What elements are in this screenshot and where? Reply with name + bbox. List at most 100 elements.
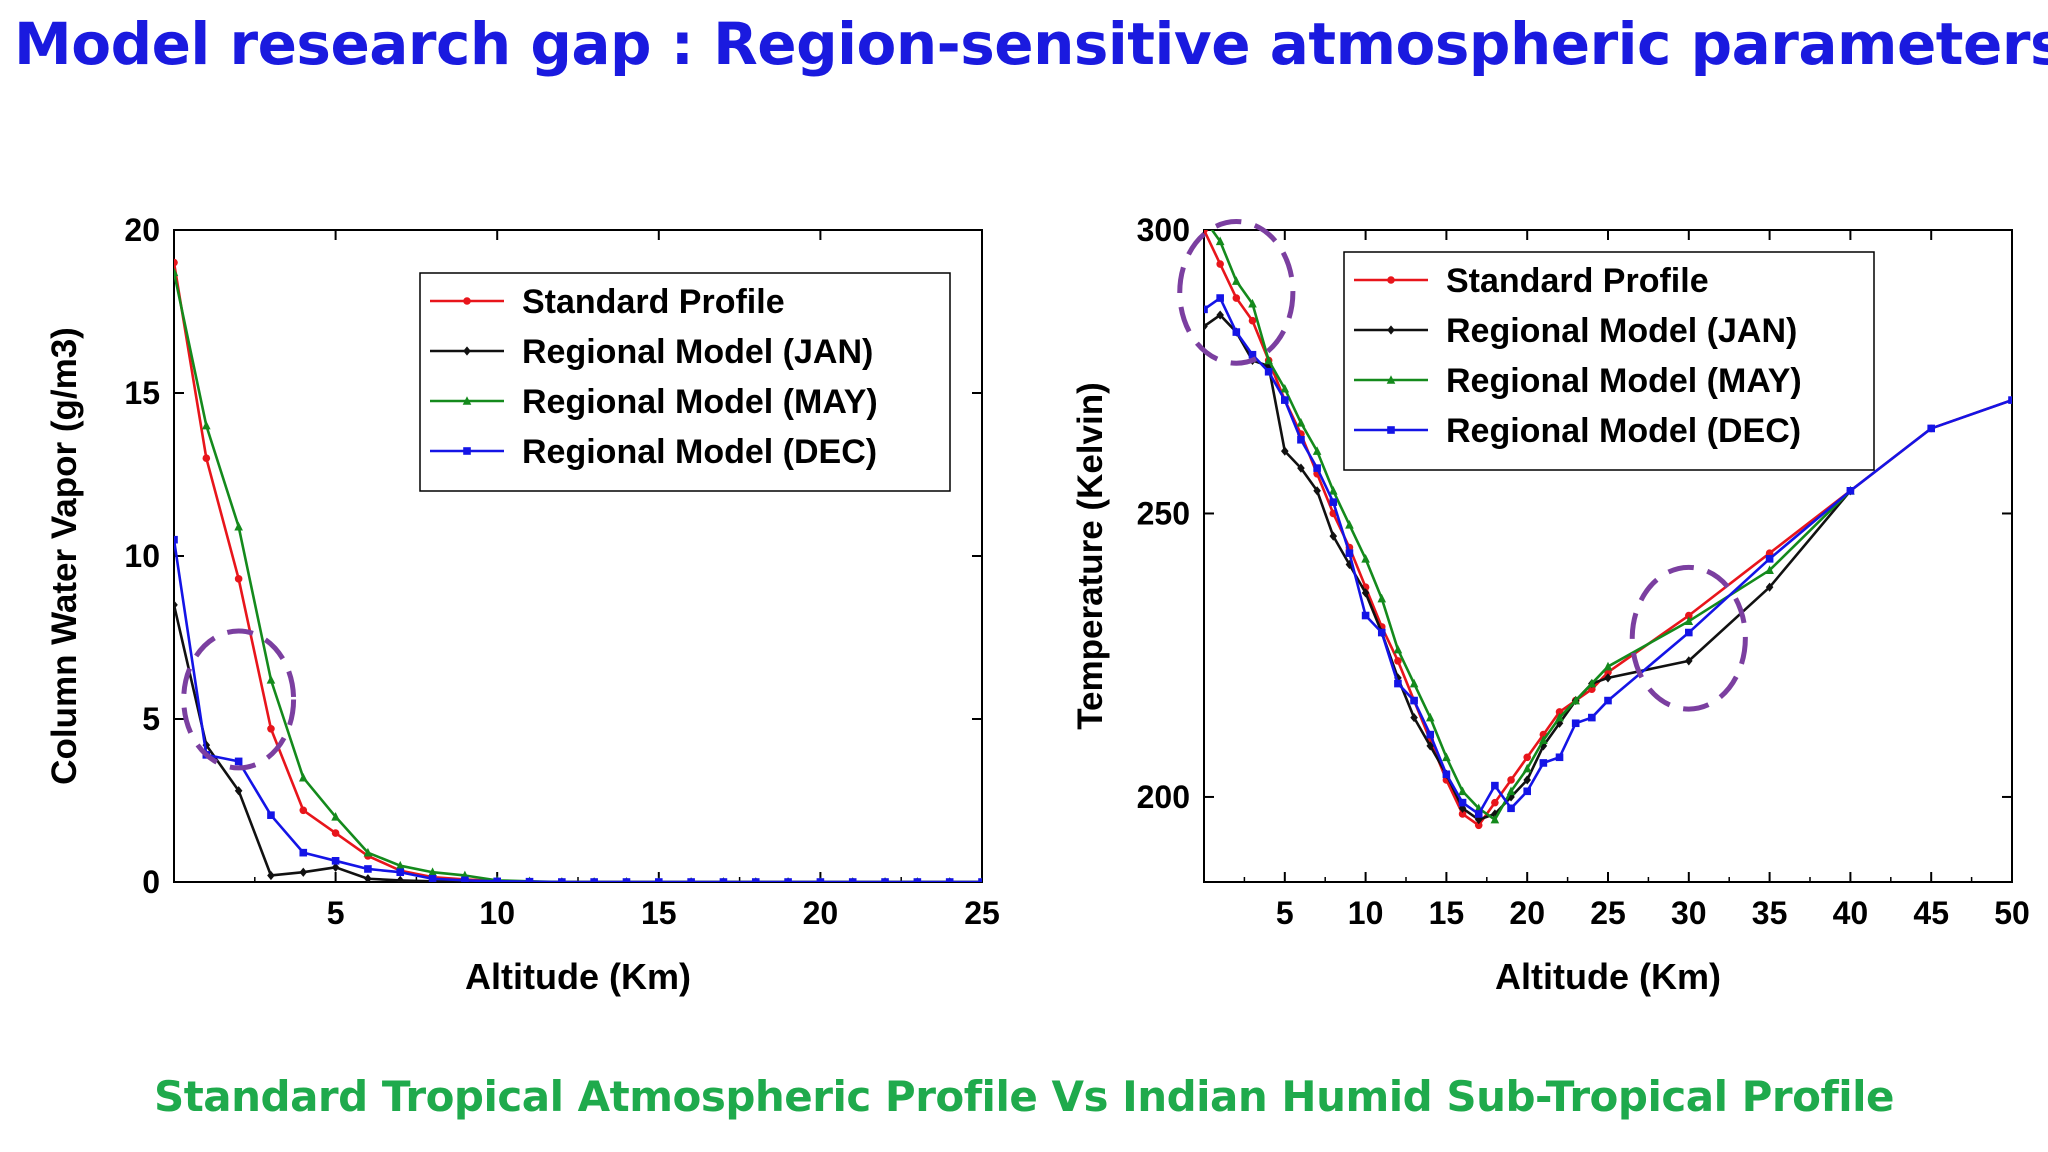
data-point — [1539, 759, 1548, 767]
data-point — [1685, 656, 1693, 666]
legend-marker — [462, 396, 472, 405]
plot-area — [174, 258, 982, 882]
slide-title: Model research gap : Region-sensitive at… — [14, 10, 2048, 78]
data-point — [234, 575, 243, 583]
legend-marker — [1387, 325, 1395, 335]
data-point — [1555, 712, 1564, 722]
y-tick-label: 300 — [1137, 212, 1190, 248]
legend: Standard Profile Regional Model (JAN) Regi… — [1343, 251, 1875, 471]
data-point — [1204, 230, 1208, 234]
legend-item-regional-model-dec: Regional Model (DEC) — [1354, 412, 1801, 450]
data-point — [1394, 657, 1402, 665]
data-point — [1313, 486, 1321, 496]
data-point — [1474, 810, 1483, 818]
y-tick-label: 250 — [1137, 495, 1190, 531]
legend-label: Regional Model (MAY) — [522, 383, 878, 421]
highlight-ellipse — [181, 628, 297, 771]
x-tick-label: 35 — [1752, 895, 1788, 931]
data-point — [267, 870, 275, 881]
data-point — [784, 878, 792, 882]
data-point — [331, 812, 340, 821]
data-point — [364, 865, 372, 873]
data-point — [1377, 628, 1386, 637]
data-point — [1410, 712, 1418, 723]
data-point — [267, 811, 275, 819]
data-point — [1297, 435, 1305, 444]
data-point — [1426, 730, 1435, 739]
data-point — [1458, 798, 1467, 807]
temperature-chart: 5 10 15 20 25 30 35 40 45 50 200 250 300 Altitude (Km… — [1071, 212, 2030, 997]
legend-marker — [1387, 426, 1395, 434]
x-tick-label: 20 — [803, 895, 839, 931]
y-tick-label: 5 — [142, 701, 160, 737]
legend-marker — [1386, 375, 1396, 384]
data-point — [1490, 814, 1500, 824]
data-point — [234, 786, 243, 796]
series-regional-model-dec — [1204, 294, 2012, 818]
data-point — [1216, 294, 1224, 302]
data-point — [1361, 611, 1370, 620]
series-line-standard-profile — [174, 262, 982, 882]
data-point — [1264, 367, 1273, 376]
legend-label: Standard Profile — [1446, 262, 1709, 300]
data-point — [395, 860, 405, 870]
data-point — [202, 454, 211, 463]
data-point — [1523, 753, 1531, 762]
data-point — [364, 874, 372, 882]
data-point — [174, 600, 178, 610]
data-point — [331, 857, 340, 865]
data-point — [1204, 305, 1208, 314]
x-tick-label: 25 — [964, 895, 1000, 931]
data-point — [687, 878, 695, 882]
data-point — [174, 267, 179, 277]
data-point — [1248, 298, 1257, 308]
data-point — [1491, 798, 1499, 807]
data-point — [1215, 236, 1225, 246]
data-point — [816, 878, 825, 882]
data-point — [1425, 712, 1435, 722]
data-point — [1394, 679, 1402, 688]
data-point — [493, 877, 501, 882]
data-point — [1281, 396, 1289, 404]
data-point — [1248, 316, 1257, 325]
data-point — [1522, 763, 1532, 773]
data-point — [174, 535, 178, 544]
data-point — [1588, 713, 1596, 722]
data-point — [396, 868, 405, 877]
x-tick-label: 15 — [641, 895, 677, 931]
data-point — [1297, 463, 1305, 473]
data-point — [1604, 673, 1612, 683]
data-point — [1248, 350, 1257, 359]
x-axis-title: Altitude (Km) — [1495, 956, 1721, 997]
legend-item-regional-model-may: Regional Model (MAY) — [430, 383, 878, 421]
data-point — [331, 862, 340, 872]
data-point — [1491, 809, 1499, 819]
legend-item-regional-model-jan: Regional Model (JAN) — [1354, 312, 1797, 350]
data-point — [1571, 719, 1580, 728]
data-point — [461, 876, 469, 882]
data-point — [1410, 696, 1418, 705]
legend-marker — [1387, 276, 1395, 284]
data-point — [1587, 678, 1597, 688]
data-point — [1232, 294, 1241, 302]
y-tick-label: 15 — [124, 375, 160, 411]
data-point — [1200, 214, 1209, 223]
data-point — [1765, 565, 1774, 574]
x-tick-label: 15 — [1429, 895, 1465, 931]
y-tick-label: 200 — [1137, 779, 1190, 815]
legend-marker — [463, 346, 471, 356]
data-point — [1765, 582, 1774, 592]
data-point — [945, 878, 954, 882]
legend-label: Standard Profile — [522, 283, 785, 321]
data-point — [299, 806, 308, 815]
x-axis-title: Altitude (Km) — [465, 956, 691, 997]
data-point — [396, 875, 405, 882]
data-point — [202, 740, 211, 750]
series-line-regional-model-jan — [174, 604, 982, 882]
x-tick-label: 25 — [1590, 895, 1626, 931]
data-point — [1328, 486, 1338, 495]
highlight-ellipse — [1177, 218, 1296, 366]
data-point — [428, 874, 437, 882]
legend-label: Regional Model (JAN) — [522, 333, 873, 371]
